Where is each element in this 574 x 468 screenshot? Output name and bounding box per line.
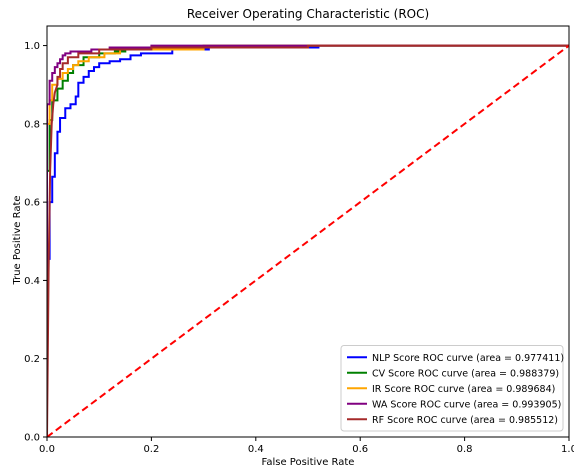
legend-label: RF Score ROC curve (area = 0.985512) xyxy=(372,415,558,426)
plot-area xyxy=(46,25,570,438)
y-tick-label: 0.4 xyxy=(24,276,40,287)
y-axis-ticks: 0.0 0.2 0.4 0.6 0.8 1.0 xyxy=(24,41,47,444)
legend-box xyxy=(340,345,564,432)
legend-label: NLP Score ROC curve (area = 0.977411) xyxy=(372,353,564,364)
reference-diagonal-line xyxy=(47,44,569,437)
legend-label: CV Score ROC curve (area = 0.988379) xyxy=(372,368,559,379)
y-tick-label: 0.0 xyxy=(24,433,40,444)
y-axis-label: True Positive Rate xyxy=(12,195,23,285)
y-tick-label: 0.6 xyxy=(24,198,40,209)
series-line-1 xyxy=(47,44,569,437)
legend-label: WA Score ROC curve (area = 0.993905) xyxy=(372,399,561,410)
x-tick-label: 0.4 xyxy=(248,444,264,455)
y-tick-label: 0.8 xyxy=(24,119,40,130)
x-tick-label: 1.0 xyxy=(561,444,574,455)
x-axis-ticks: 0.0 0.2 0.4 0.6 0.8 1.0 xyxy=(39,437,574,455)
x-tick-label: 0.2 xyxy=(143,444,159,455)
series-line-5 xyxy=(47,44,569,437)
y-tick-label: 0.2 xyxy=(24,354,40,365)
legend-label: IR Score ROC curve (area = 0.989684) xyxy=(372,384,555,395)
chart-title: Receiver Operating Characteristic (ROC) xyxy=(187,7,429,21)
x-tick-label: 0.0 xyxy=(39,444,55,455)
series-group xyxy=(47,44,569,437)
x-tick-label: 0.8 xyxy=(457,444,473,455)
x-tick-label: 0.6 xyxy=(352,444,368,455)
x-axis-label: False Positive Rate xyxy=(262,457,355,468)
plot-frame xyxy=(46,25,570,438)
series-line-3 xyxy=(47,44,569,437)
y-tick-label: 1.0 xyxy=(24,41,40,52)
legend: NLP Score ROC curve (area = 0.977411) CV … xyxy=(340,345,564,432)
